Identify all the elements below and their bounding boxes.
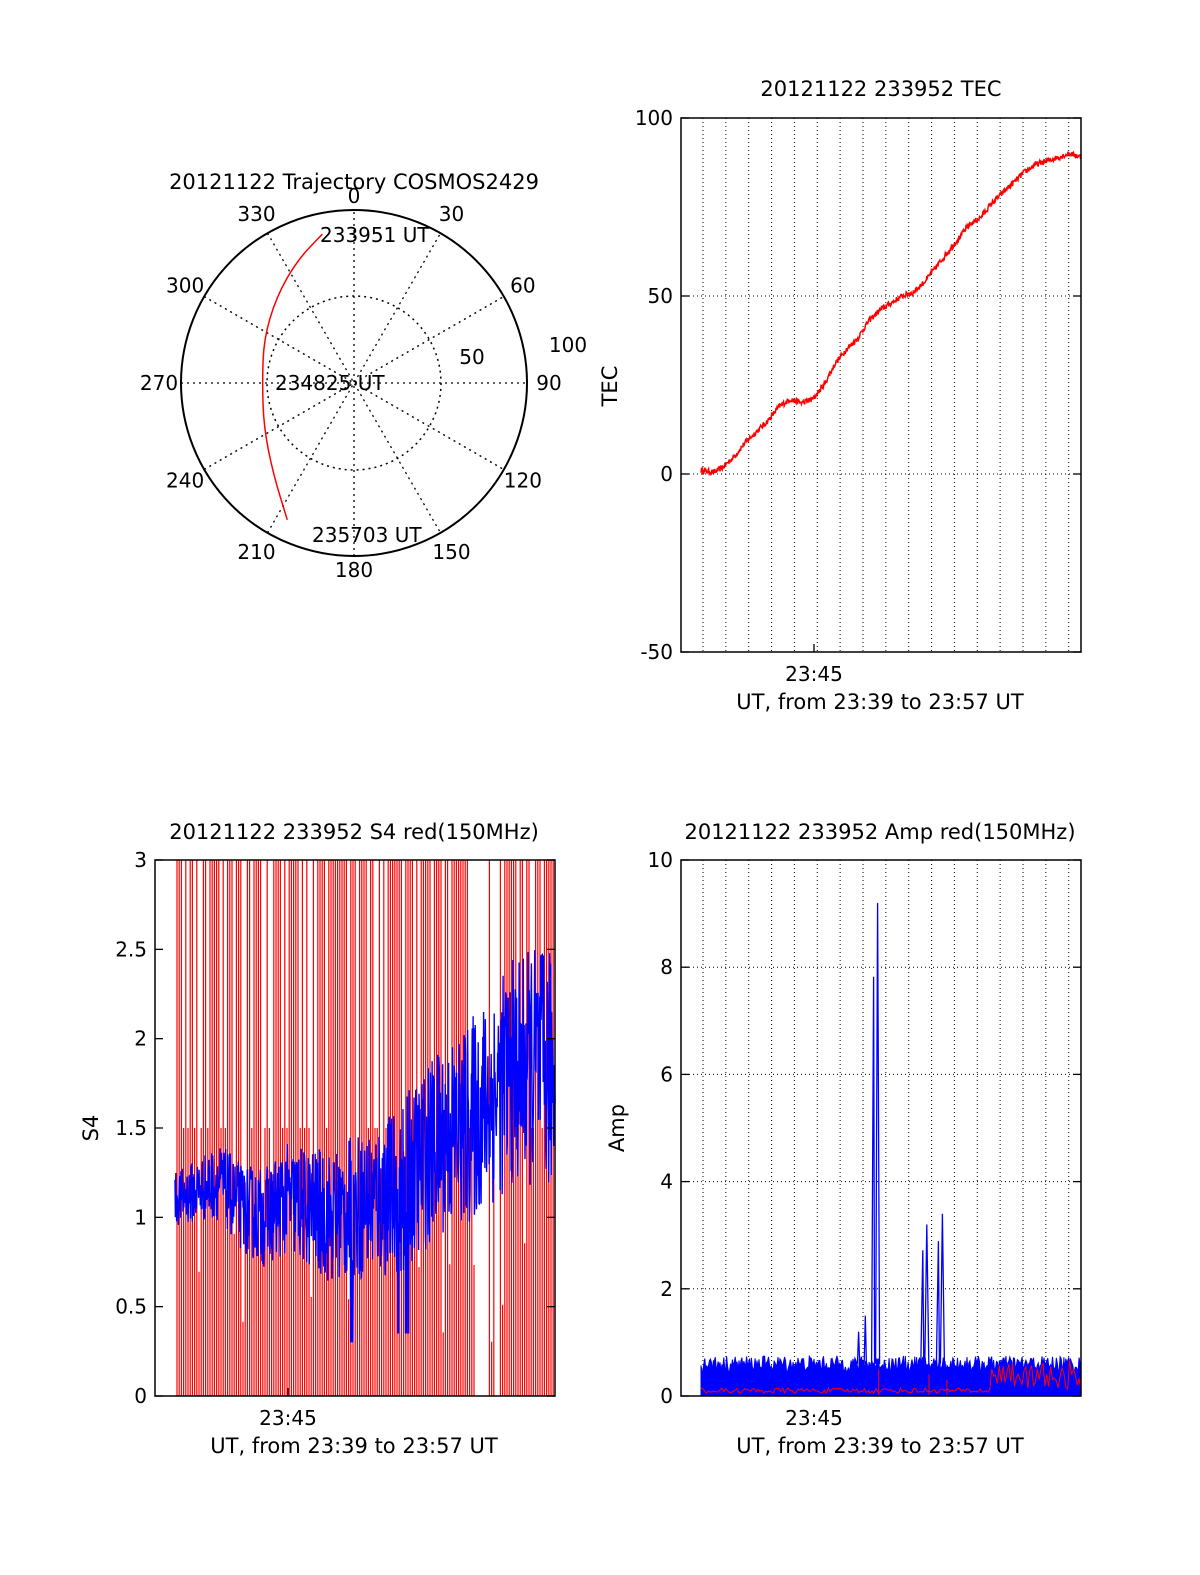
y-tick-label-4: 4	[660, 1170, 673, 1194]
amp-grid	[681, 860, 1081, 1396]
y-tick-label--50: -50	[640, 640, 673, 664]
s4-ylabel: S4	[79, 1115, 103, 1142]
azimuth-label-30: 30	[439, 202, 464, 226]
tec-xlabel: UT, from 23:39 to 23:57 UT	[736, 690, 1024, 714]
y-tick-label-2: 2	[660, 1277, 673, 1301]
amp-xlabel: UT, from 23:39 to 23:57 UT	[736, 1434, 1024, 1458]
amp-blue-spikes	[856, 902, 946, 1364]
radial-label-50: 50	[459, 345, 484, 369]
y-tick-label-0.5: 0.5	[115, 1295, 147, 1319]
azimuth-label-150: 150	[432, 540, 470, 564]
tec-ylabel: TEC	[598, 366, 622, 408]
azimuth-label-180: 180	[335, 558, 373, 582]
s4-title: 20121122 233952 S4 red(150MHz)	[169, 820, 539, 844]
polar-spoke-120	[203, 295, 505, 471]
y-tick-label-1.5: 1.5	[115, 1116, 147, 1140]
y-tick-label-6: 6	[660, 1062, 673, 1086]
track-end-label: 235703 UT	[312, 523, 422, 547]
polar-spoke-60	[203, 295, 505, 471]
trajectory-panel: 20121122 Trajectory COSMOS2429 0 30 60 90 12…	[140, 170, 587, 582]
y-tick-label-8: 8	[660, 955, 673, 979]
s4-panel: 20121122 233952 S4 red(150MHz) 3 2.5 2 1.5 1…	[79, 820, 556, 1458]
tec-y-ticks: 100 50 0 -50	[635, 106, 1081, 664]
y-tick-label-2.5: 2.5	[115, 937, 147, 961]
tec-title: 20121122 233952 TEC	[760, 77, 1001, 101]
polar-spoke-30	[266, 232, 442, 534]
amp-plot-frame	[680, 859, 1082, 1397]
azimuth-label-90: 90	[536, 371, 561, 395]
s4-plot-frame	[154, 859, 556, 1397]
azimuth-label-330: 330	[237, 202, 275, 226]
azimuth-label-300: 300	[166, 274, 204, 298]
azimuth-label-120: 120	[504, 469, 542, 493]
track-middle-label: 234825 UT	[275, 371, 385, 395]
amp-panel: 20121122 233952 Amp red(150MHz) 1086420 …	[605, 820, 1082, 1458]
trajectory-track	[261, 233, 323, 521]
radial-label-100: 100	[549, 333, 587, 357]
azimuth-label-270: 270	[140, 371, 178, 395]
amp-title: 20121122 233952 Amp red(150MHz)	[684, 820, 1075, 844]
y-tick-label-2: 2	[134, 1027, 147, 1051]
azimuth-labels: 0 30 60 90 120 150 180 210 240 270 300 330	[140, 184, 562, 582]
polar-spokes	[181, 210, 527, 556]
s4-xtick-label: 23:45	[259, 1406, 317, 1430]
y-tick-label-50: 50	[648, 284, 673, 308]
amp-red-series	[700, 1360, 1082, 1396]
s4-y-ticks: 3 2.5 2 1.5 1 0.5 0	[115, 848, 555, 1408]
amp-y-ticks: 10 8 6 4 2 0	[648, 848, 1081, 1408]
s4-blue-series	[174, 950, 556, 1343]
polar-spoke-150	[266, 232, 442, 534]
y-tick-label-100: 100	[635, 106, 673, 130]
trajectory-title: 20121122 Trajectory COSMOS2429	[169, 170, 539, 194]
y-tick-label-3: 3	[134, 848, 147, 872]
amp-xtick-label: 23:45	[785, 1406, 843, 1430]
tec-series-line	[700, 150, 1082, 477]
azimuth-label-0: 0	[348, 184, 361, 208]
azimuth-label-210: 210	[237, 540, 275, 564]
azimuth-label-240: 240	[166, 469, 204, 493]
track-start-label: 233951 UT	[320, 223, 430, 247]
y-tick-label-1: 1	[134, 1205, 147, 1229]
tec-plot-frame	[680, 117, 1082, 653]
azimuth-label-60: 60	[510, 274, 535, 298]
y-tick-label-0: 0	[660, 1384, 673, 1408]
s4-xlabel: UT, from 23:39 to 23:57 UT	[210, 1434, 498, 1458]
tec-xtick-label: 23:45	[785, 662, 843, 686]
amp-ylabel: Amp	[605, 1104, 629, 1152]
amp-blue-baseline	[700, 1354, 1082, 1397]
y-tick-label-0: 0	[134, 1384, 147, 1408]
y-tick-label-0: 0	[660, 462, 673, 486]
y-tick-label-10: 10	[648, 848, 673, 872]
tec-grid	[681, 118, 1081, 652]
